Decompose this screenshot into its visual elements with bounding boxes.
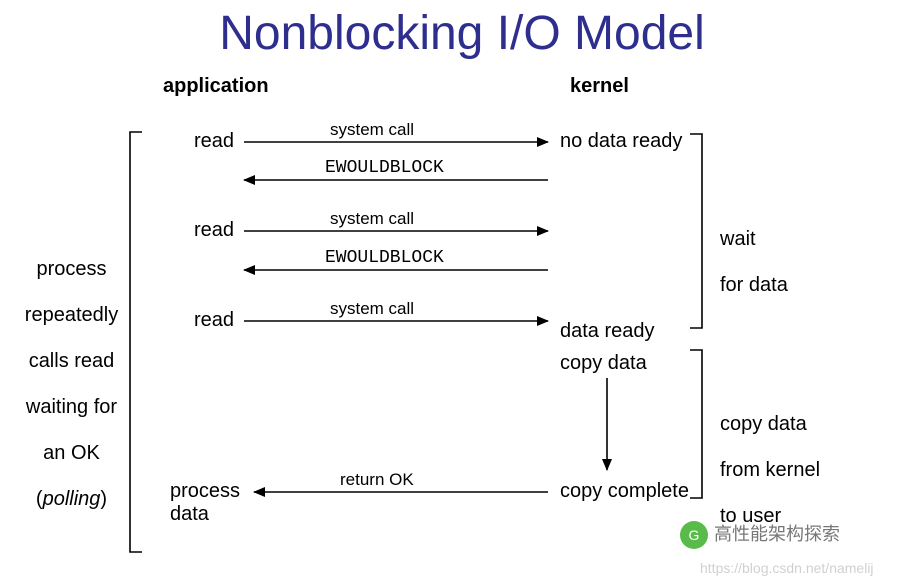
- node-read-1: read: [194, 130, 234, 153]
- node-copy-data: copy data: [560, 352, 647, 375]
- arrow-label-syscall-3: system call: [330, 299, 414, 319]
- side-note-left-line-1: repeatedly: [25, 304, 118, 326]
- side-note-right-wait: wait for data: [720, 205, 788, 297]
- arrow-label-return-ok: return OK: [340, 470, 414, 490]
- side-note-left-line-2: calls read: [29, 350, 115, 372]
- column-header-application: application: [163, 75, 269, 98]
- watermark-wechat: G 高性能架构探索: [680, 520, 840, 549]
- watermark-blog: https://blog.csdn.net/namelij: [700, 560, 874, 576]
- side-note-right1-line-1: for data: [720, 274, 788, 296]
- side-note-left-line-5: (polling): [36, 488, 107, 510]
- arrow-label-syscall-2: system call: [330, 209, 414, 229]
- arrow-label-ewouldblock-1: EWOULDBLOCK: [325, 158, 444, 178]
- side-note-left-line-0: process: [36, 258, 106, 280]
- diagram-title: Nonblocking I/O Model: [0, 6, 924, 61]
- side-note-left: process repeatedly calls read waiting fo…: [14, 235, 129, 511]
- side-note-left-line-3: waiting for: [26, 396, 117, 418]
- arrow-label-ewouldblock-2: EWOULDBLOCK: [325, 248, 444, 268]
- side-note-right-copy: copy data from kernel to user: [720, 390, 820, 528]
- column-header-kernel: kernel: [570, 75, 629, 98]
- node-no-data-ready: no data ready: [560, 130, 682, 153]
- node-copy-complete: copy complete: [560, 480, 689, 503]
- node-read-3: read: [194, 309, 234, 332]
- side-note-right2-line-1: from kernel: [720, 459, 820, 481]
- side-note-left-line-4: an OK: [43, 442, 100, 464]
- node-process-data: process data: [170, 480, 240, 526]
- arrow-label-syscall-1: system call: [330, 120, 414, 140]
- node-data-ready: data ready: [560, 320, 655, 343]
- watermark-badge-icon: G: [680, 521, 708, 549]
- side-note-right1-line-0: wait: [720, 228, 756, 250]
- side-note-right2-line-0: copy data: [720, 413, 807, 435]
- node-read-2: read: [194, 219, 234, 242]
- watermark-wechat-text: 高性能架构探索: [714, 524, 840, 544]
